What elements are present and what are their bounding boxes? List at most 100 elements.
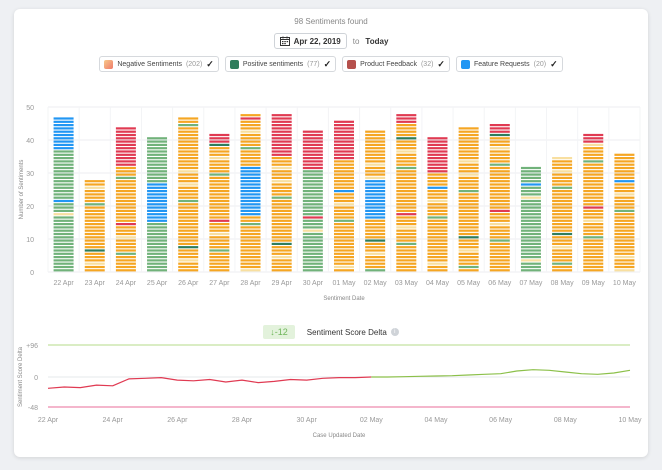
bar-segment [209,242,230,245]
bar-segment [583,173,604,176]
bar-segment [396,170,417,173]
bar-segment [178,232,199,236]
bar-segment [209,232,230,236]
bar-segment [365,193,386,196]
bar-segment [365,242,386,245]
bar-segment [209,137,230,140]
bar-segment [240,173,261,176]
bar-segment [271,213,292,216]
bar [115,127,136,272]
bar-segment [178,219,199,222]
bar-segment [53,137,74,140]
bar-segment [334,199,354,203]
bar-segment [178,137,199,140]
bar-segment [427,262,448,265]
legend-product-feedback[interactable]: Product Feedback (32) ✓ [342,56,450,72]
bar-segment [552,173,573,176]
bar [240,114,261,272]
bar-segment [396,120,417,123]
bar-segment [396,180,417,183]
bar-segment [365,216,386,219]
bar-segment [53,186,74,189]
bar-segment [583,209,604,212]
bar-segment [583,269,604,272]
bar-segment [240,262,261,265]
bar-segment [53,117,74,120]
bar-segment [520,199,541,203]
x-tick-label: 08 May [554,417,577,424]
bar-segment [614,163,635,166]
bar-segment [271,259,292,262]
bar-segment [427,186,448,189]
x-tick-label: 04 May [425,417,448,424]
bar-segment [147,259,168,262]
bar-segment [84,180,105,183]
bar-segment [209,157,230,160]
bar-segment [365,166,386,170]
bar-segment [489,203,510,206]
bar-segment [583,199,604,203]
info-icon[interactable]: i [390,328,399,336]
bar-segment [302,239,323,242]
bar-segment [302,219,323,222]
bar-segment [458,183,479,186]
bar-segment [115,130,136,133]
bar-segment [489,163,510,166]
bar-segment [520,265,541,269]
legend: Negative Sentiments (202) ✓ Positive sen… [14,56,648,72]
bar-segment [520,252,541,255]
bar-segment [53,133,74,137]
bar-segment [396,216,417,219]
bar-segment [240,166,261,170]
bar-segment [334,242,354,245]
bar-segment [365,265,386,269]
bar-segment [271,183,292,186]
bar-segment [520,269,541,272]
bar-segment [552,242,573,245]
bar-segment [427,216,448,219]
bar-segment [302,173,323,176]
bar-segment [365,176,386,179]
bar-segment [458,147,479,150]
bar-segment [365,160,386,163]
bar-segment [302,193,323,196]
bar-segment [334,190,354,193]
y-tick-label: 0 [30,270,34,277]
bar-segment [427,143,448,146]
bar-segment [396,153,417,156]
legend-negative[interactable]: Negative Sentiments (202) ✓ [99,56,219,72]
bar-segment [489,262,510,265]
bar-segment [240,236,261,239]
date-to[interactable]: Today [365,36,389,46]
bar-segment [583,239,604,242]
bar-segment [427,160,448,163]
bar-segment [53,127,74,130]
bar-segment [396,117,417,120]
date-picker-button[interactable]: Apr 22, 2019 [273,33,347,49]
x-tick-label: 08 May [551,280,574,287]
bar-segment [147,246,168,249]
y-tick-label: -48 [28,405,38,412]
bar-segment [552,229,573,232]
bar-segment [489,242,510,245]
bar-segment [583,166,604,170]
bar-segment [209,249,230,252]
bar-segment [583,150,604,153]
bar-segment [302,226,323,229]
y-axis-label: Sentiment Score Delta [18,346,24,407]
bar-segment [614,256,635,259]
bar-segment [396,137,417,140]
bar-segment [334,170,354,173]
bar-segment [489,269,510,272]
bar-segment [458,213,479,216]
legend-positive[interactable]: Positive sentiments (77) ✓ [224,56,337,72]
bar-segment [520,246,541,249]
bar-segment [147,157,168,160]
bar-segment [271,170,292,173]
bar-segment [583,193,604,196]
bar-segment [115,190,136,193]
x-tick-label: 06 May [488,280,511,287]
bar-segment [178,265,199,269]
bar-segment [84,216,105,219]
legend-feature-requests[interactable]: Feature Requests (20) ✓ [455,56,563,72]
